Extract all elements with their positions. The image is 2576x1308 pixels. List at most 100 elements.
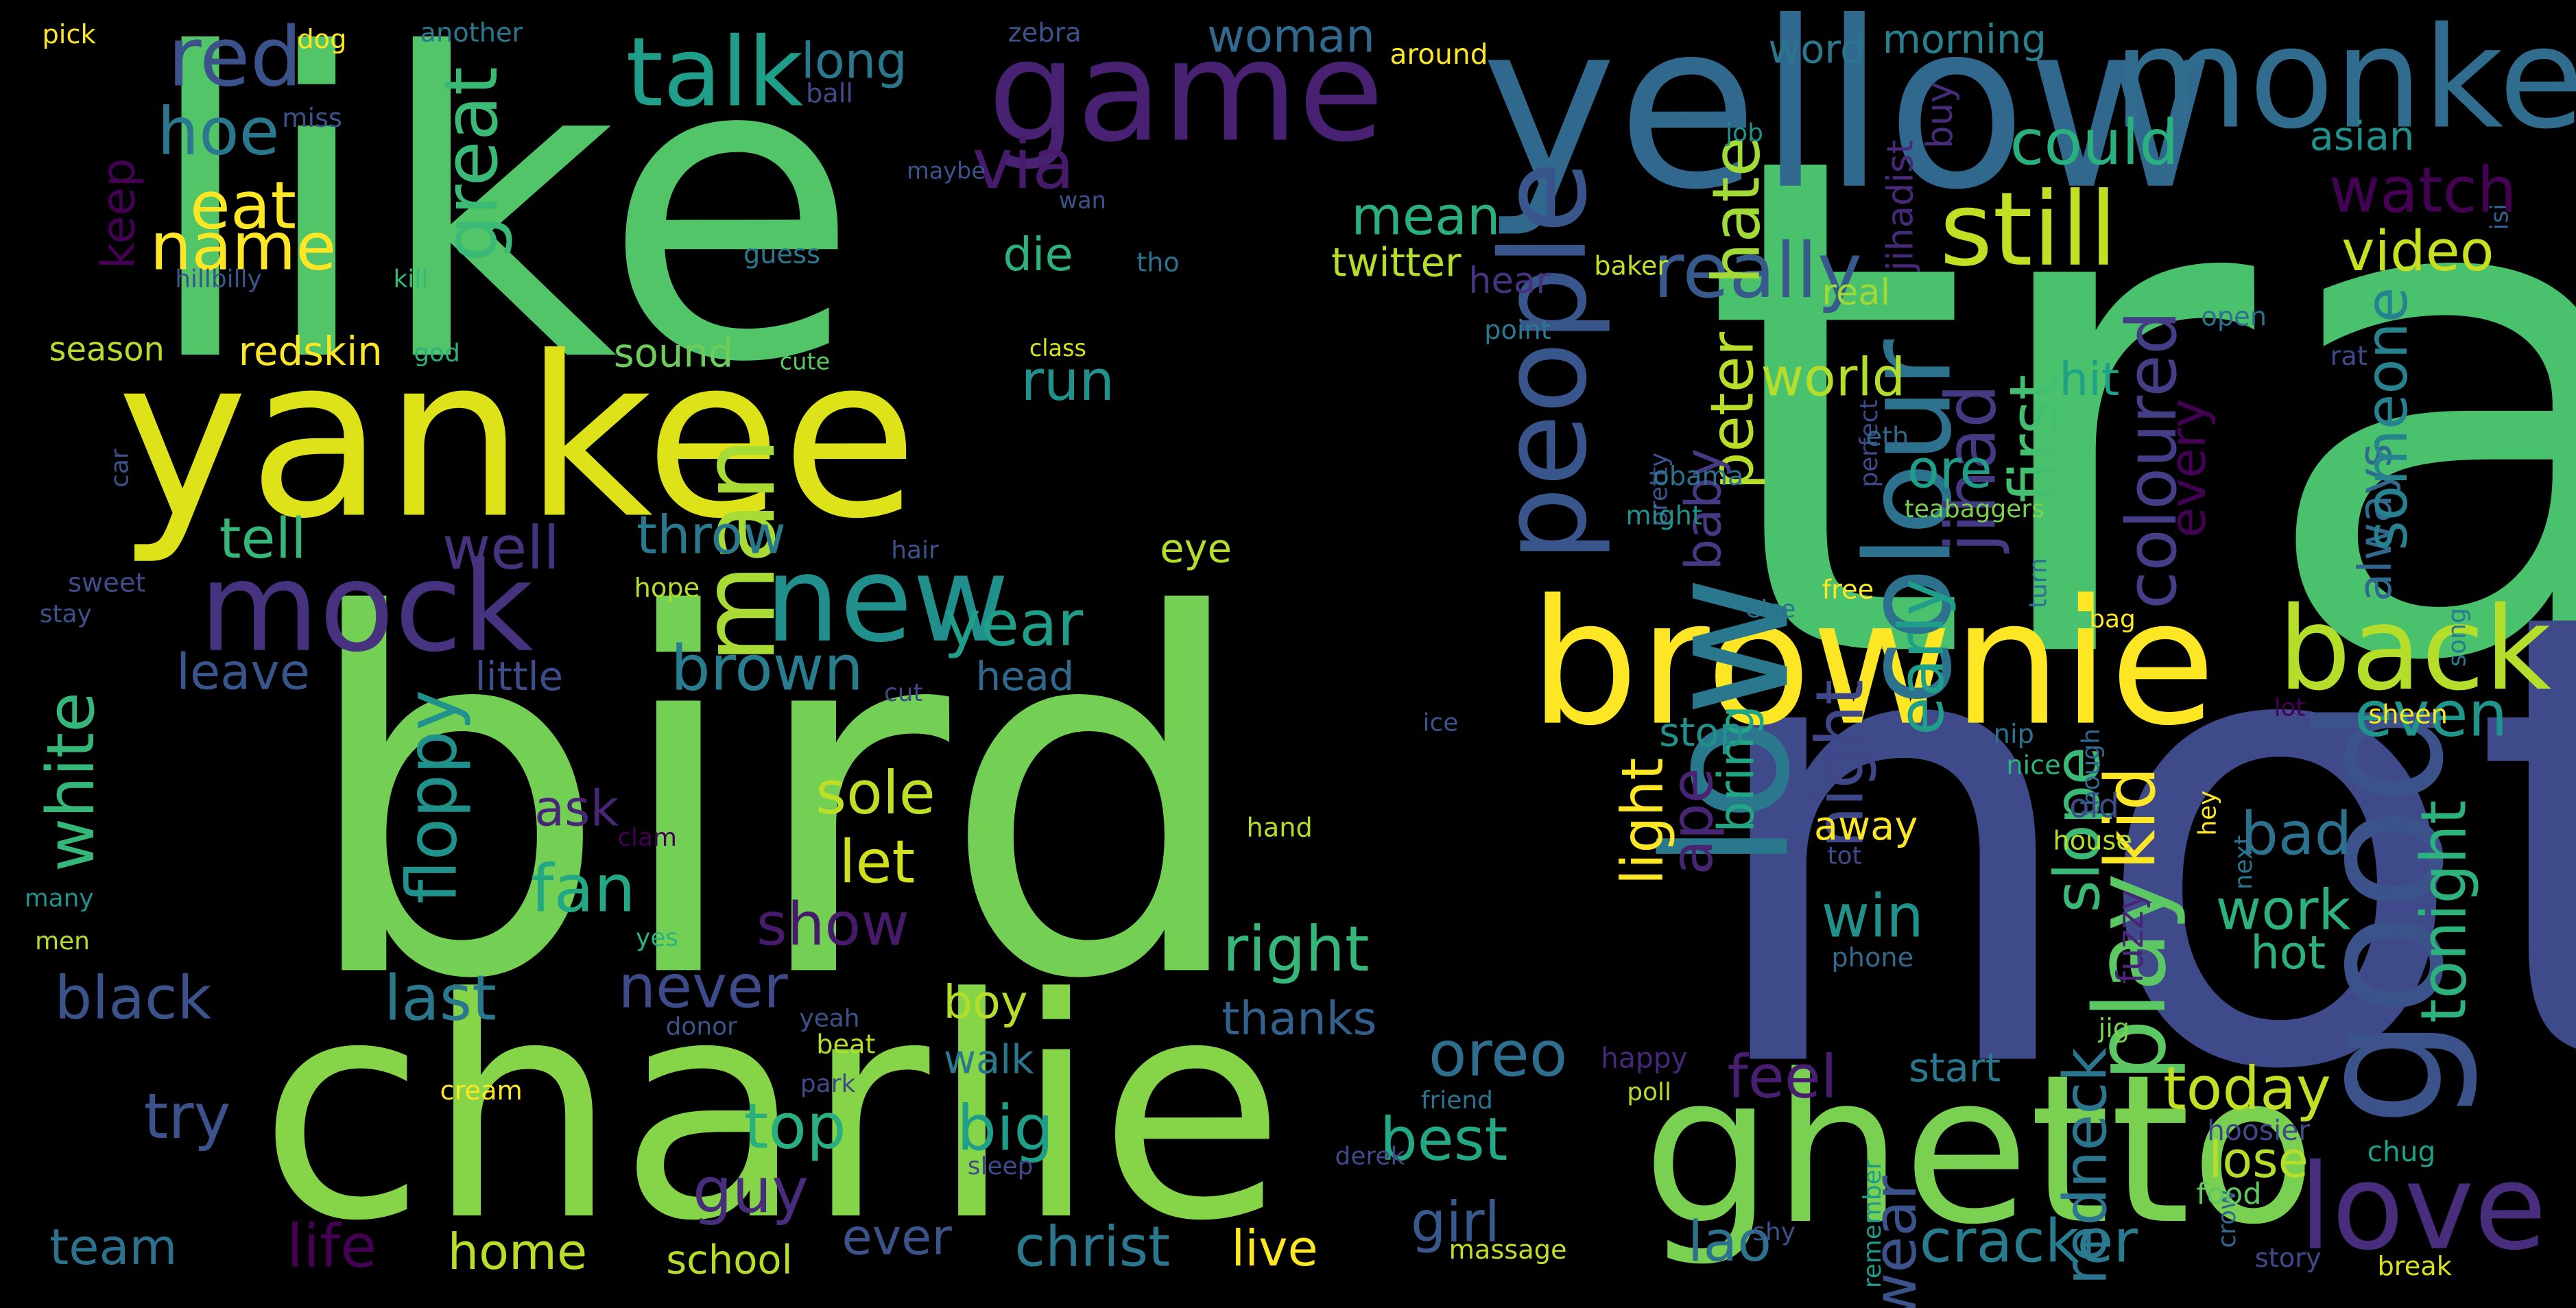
word-brownie: brownie: [1529, 564, 2216, 764]
word-someone: someone: [2353, 287, 2420, 551]
word-big: big: [957, 1093, 1053, 1165]
word-sheen: sheen: [2368, 699, 2448, 730]
word-game: game: [988, 11, 1384, 174]
word-stop: stop: [1659, 710, 1744, 756]
word-remember: remember: [1859, 1159, 1887, 1288]
word-brown: brown: [671, 632, 863, 704]
word-free: free: [1822, 574, 1874, 605]
word-hillbilly: hillbilly: [175, 265, 262, 294]
word-eat: eat: [190, 167, 296, 243]
word-really: really: [1653, 227, 1862, 315]
word-lao: lao: [1688, 1209, 1772, 1274]
word-sleep: sleep: [968, 1152, 1034, 1180]
word-wear: wear: [1861, 1176, 1930, 1308]
word-live: live: [1231, 1220, 1318, 1277]
word-maybe: maybe: [907, 158, 986, 185]
word-boy: boy: [943, 975, 1027, 1029]
word-monkey: monkey: [2113, 0, 2576, 160]
word-jihadist: jihadist: [1880, 140, 1922, 272]
word-buy: buy: [1919, 82, 1961, 149]
word-love: love: [2299, 1139, 2547, 1276]
word-tot: tot: [1828, 842, 1862, 870]
word-work: work: [2216, 877, 2351, 942]
word-class: class: [1029, 335, 1086, 361]
word-still: still: [1940, 171, 2117, 289]
word-low: low: [1628, 575, 1828, 870]
word-hoosier: hoosier: [2207, 1114, 2310, 1147]
word-hear: hear: [1468, 260, 1551, 302]
word-job: job: [1725, 119, 1763, 147]
word-story: story: [2255, 1243, 2322, 1274]
word-kid: kid: [2090, 767, 2171, 870]
word-clam: clam: [617, 824, 677, 852]
word-shy: shy: [1752, 1218, 1796, 1246]
word-men: men: [35, 927, 90, 955]
word-let: let: [839, 828, 916, 896]
word-talk: talk: [626, 16, 804, 128]
word-name: name: [150, 208, 337, 285]
word-might: might: [1625, 501, 1702, 532]
word-always: always: [2348, 443, 2402, 601]
word-dog: dog: [297, 24, 346, 55]
word-yes: yes: [636, 924, 678, 952]
word-lot: lot: [2274, 694, 2306, 722]
word-hate: hate: [1698, 136, 1775, 285]
word-woman: woman: [1207, 10, 1375, 63]
word-kill: kill: [393, 265, 428, 294]
word-away: away: [1814, 803, 1918, 849]
word-obama: obama: [1653, 461, 1743, 492]
word-yeah: yeah: [799, 1004, 859, 1032]
word-charlie: charlie: [259, 934, 1285, 1287]
word-ever: ever: [842, 1208, 953, 1265]
word-back: back: [2278, 582, 2551, 716]
word-black: black: [55, 964, 212, 1033]
word-cute: cute: [780, 348, 830, 374]
word-colour: colour: [1840, 340, 1978, 706]
word-school: school: [666, 1237, 792, 1283]
word-season: season: [49, 331, 165, 369]
word-asian: asian: [2310, 113, 2415, 159]
word-zebra: zebra: [1008, 17, 1082, 48]
word-redskin: redskin: [239, 329, 383, 374]
word-chug: chug: [2368, 1135, 2436, 1168]
word-well: well: [442, 514, 560, 583]
word-donor: donor: [666, 1012, 737, 1041]
word-talk: talk: [626, 16, 804, 128]
word-sound: sound: [614, 330, 734, 376]
word-every: every: [2159, 399, 2217, 538]
word-next: next: [2230, 835, 2258, 890]
word-today: today: [2163, 1055, 2331, 1123]
word-hoe: hoe: [157, 93, 279, 170]
word-guy: guy: [693, 1155, 809, 1227]
word-cut: cut: [884, 679, 923, 707]
word-video: video: [2341, 219, 2494, 284]
word-tell: tell: [219, 506, 307, 571]
word-never: never: [619, 953, 789, 1021]
word-jihad: jihad: [1931, 384, 2012, 554]
word-like: like: [142, 0, 860, 454]
word-people: people: [1475, 161, 1613, 562]
word-food: food: [2196, 1177, 2261, 1211]
word-another: another: [420, 17, 523, 48]
word-long: long: [801, 32, 907, 90]
word-break: break: [2377, 1251, 2452, 1282]
word-fuzzy: fuzzy: [2110, 889, 2151, 984]
word-world: world: [1761, 347, 1905, 408]
word-hot: hot: [2250, 926, 2326, 979]
word-walk: walk: [944, 1036, 1034, 1082]
word-house: house: [2053, 826, 2132, 857]
word-teabaggers: teabaggers: [1905, 495, 2044, 523]
word-yankee: yankee: [117, 310, 918, 568]
word-around: around: [1390, 38, 1488, 71]
word-great: great: [429, 67, 514, 262]
word-night: night: [1801, 679, 1878, 848]
word-derek: derek: [1335, 1143, 1405, 1171]
word-tonight: tonight: [2408, 800, 2480, 1023]
word-stay: stay: [40, 600, 92, 628]
word-home: home: [448, 1223, 588, 1281]
word-via: via: [973, 124, 1075, 204]
word-hit: hit: [2060, 353, 2119, 406]
word-morning: morning: [1883, 16, 2047, 62]
word-lose: lose: [2208, 1131, 2308, 1189]
